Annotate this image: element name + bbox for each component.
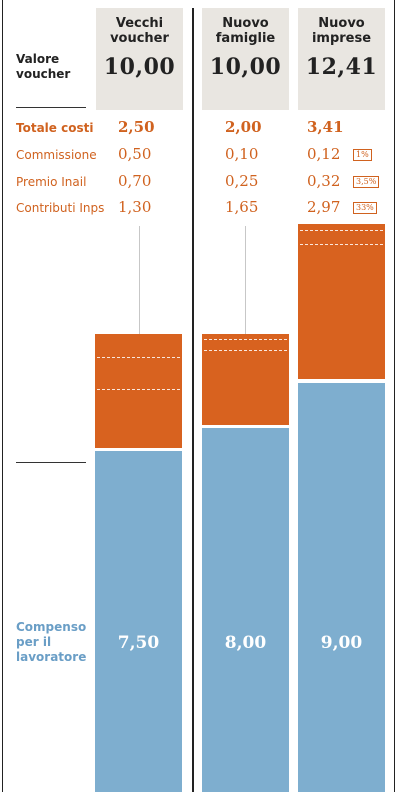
right-border [394,0,395,792]
column-header-imprese: Nuovo imprese 12,41 [298,8,385,110]
column-header-vecchi: Vecchi voucher 10,00 [96,8,183,110]
cost-divider-2-2 [204,349,287,351]
cell-inps: 2,97 [307,198,341,216]
cell-inail: 0,32 [307,172,341,190]
cost-divider-2-1 [204,338,287,340]
cell-commissione: 0,50 [118,145,152,163]
pct-badge-inail: 3,5% [353,176,380,188]
cell-inail: 0,70 [118,172,152,190]
column-valore: 12,41 [305,54,378,80]
pct-badge-commissione: 1% [353,149,372,161]
cell-commissione: 0,10 [225,145,259,163]
pct-badge-inps: 33% [353,202,377,214]
cell-inps: 1,30 [118,198,152,216]
bar-compenso-3 [298,382,385,792]
compenso-rule [16,462,86,463]
bar-value-label: 8,00 [224,633,267,653]
row-label-totale: Totale costi [16,121,94,135]
compenso-label: Compenso per il lavoratore [16,620,87,664]
cost-divider-3-1 [300,229,383,231]
row-label-inail: Premio Inail [16,175,87,189]
cost-divider-3-2 [300,244,383,246]
leader-line [245,226,246,341]
column-valore: 10,00 [103,54,176,80]
bar-costi-1 [95,334,182,448]
row-label-commissione: Commissione [16,148,97,162]
leader-line [139,226,140,340]
bar-value-label: 9,00 [320,633,363,653]
bar-value-label: 7,50 [117,633,160,653]
column-valore: 10,00 [209,54,282,80]
column-title: Vecchi voucher [110,16,169,46]
cost-divider-1-1 [97,356,180,358]
left-border [2,0,3,792]
column-title: Nuovo imprese [311,16,372,46]
column-header-famiglie: Nuovo famiglie 10,00 [202,8,289,110]
bar-compenso-1 [95,450,182,792]
cell-inail: 0,25 [225,172,259,190]
cell-commissione: 0,12 [307,145,341,163]
cell-inps: 1,65 [225,198,259,216]
cost-divider-1-2 [97,388,180,390]
bar-compenso-2 [202,428,289,792]
cell-totale: 3,41 [307,118,344,136]
cell-totale: 2,50 [118,118,155,136]
column-divider [192,8,194,792]
bar-costi-2 [202,334,289,425]
header-rule [16,107,86,108]
cell-totale: 2,00 [225,118,262,136]
valore-voucher-label: Valore voucher [16,52,71,81]
row-label-inps: Contributi Inps [16,201,105,215]
bar-costi-3 [298,224,385,380]
column-title: Nuovo famiglie [215,16,276,46]
